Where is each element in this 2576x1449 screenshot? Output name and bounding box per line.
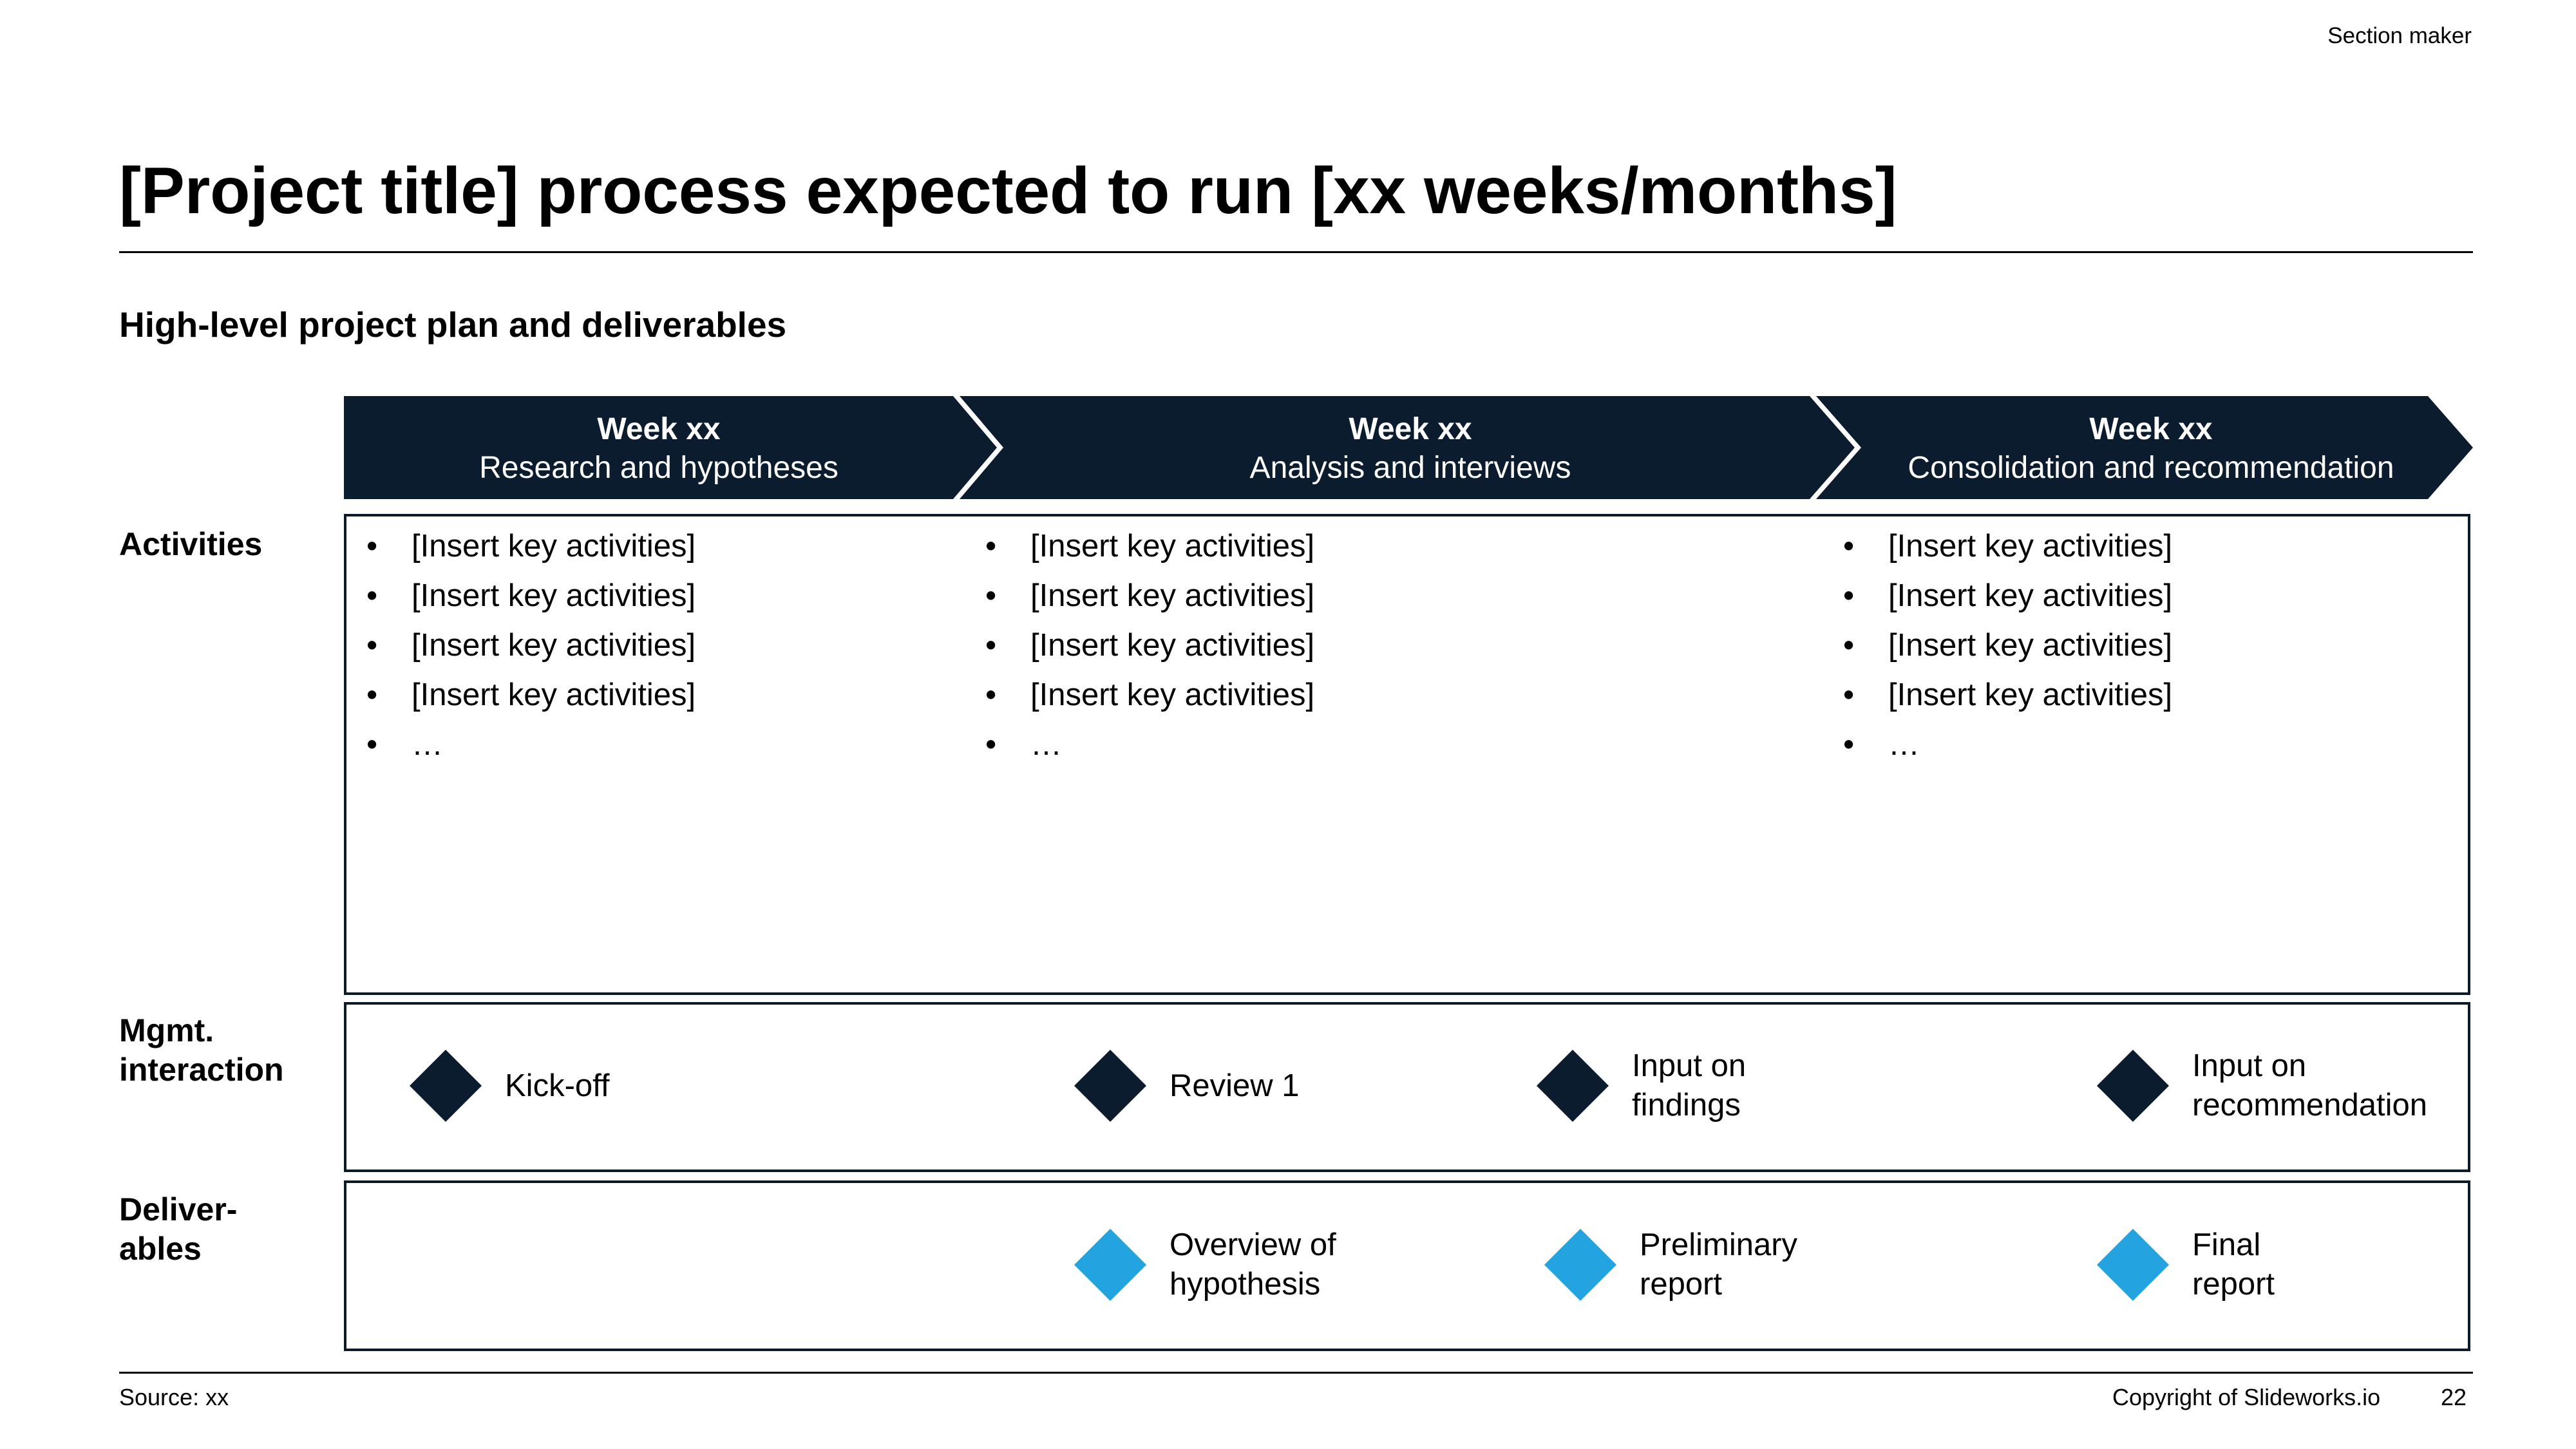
list-item: [Insert key activities] (351, 670, 696, 720)
list-item: [Insert key activities] (351, 621, 696, 670)
page-subtitle: High-level project plan and deliverables (119, 305, 787, 345)
list-item: … (351, 720, 696, 770)
phase-3-week: Week xx (2089, 412, 2213, 446)
phase-chevrons (344, 396, 2473, 499)
list-item: … (970, 720, 1314, 770)
navy-diamond-icon (1074, 1050, 1146, 1122)
phase-2-week: Week xx (1349, 412, 1472, 446)
phase-1-label: Week xx Research and hypotheses (344, 410, 974, 488)
blue-diamond-icon (1544, 1229, 1616, 1301)
copyright-note: Copyright of Slideworks.io (2112, 1384, 2381, 1410)
section-label: Section maker (2327, 23, 2472, 48)
list-item: [Insert key activities] (970, 670, 1314, 720)
phase-1-week: Week xx (597, 412, 721, 446)
list-item: [Insert key activities] (1828, 621, 2172, 670)
deliverables-box (344, 1180, 2470, 1351)
blue-diamond-icon (2097, 1229, 2169, 1301)
mgmt-input-recommendation-label: Input on recommendation (2192, 1048, 2427, 1122)
deliverable-overview-label: Overview of hypothesis (1170, 1227, 1336, 1302)
list-item: [Insert key activities] (970, 621, 1314, 670)
row-label-activities: Activities (119, 526, 263, 562)
row-label-mgmt-interaction: Mgmt. interaction (119, 1012, 284, 1088)
deliverable-final-label: Final report (2192, 1227, 2275, 1302)
navy-diamond-icon (410, 1050, 482, 1122)
phase-3-name: Consolidation and recommendation (1908, 451, 2394, 485)
list-item: [Insert key activities] (351, 522, 696, 571)
mgmt-interaction-box (344, 1002, 2470, 1172)
list-item: … (1828, 720, 2172, 770)
row-label-deliverables: Deliver- ables (119, 1191, 238, 1267)
activities-list-phase-1: [Insert key activities] [Insert key acti… (351, 522, 696, 770)
phase-2-name: Analysis and interviews (1249, 451, 1571, 485)
activities-list-phase-3: [Insert key activities] [Insert key acti… (1828, 522, 2172, 770)
title-divider (119, 251, 2473, 253)
navy-diamond-icon (1537, 1050, 1609, 1122)
phase-1-name: Research and hypotheses (479, 451, 838, 485)
list-item: [Insert key activities] (1828, 522, 2172, 571)
phase-chevron-3 (1816, 396, 2473, 499)
activities-box (344, 514, 2470, 995)
list-item: [Insert key activities] (1828, 571, 2172, 621)
source-note: Source: xx (119, 1384, 229, 1410)
activities-list-phase-2: [Insert key activities] [Insert key acti… (970, 522, 1314, 770)
navy-diamond-icon (2097, 1050, 2169, 1122)
footer-divider (119, 1372, 2473, 1374)
list-item: [Insert key activities] (970, 571, 1314, 621)
page-title: [Project title] process expected to run … (119, 154, 1897, 227)
phase-chevron-2 (960, 396, 1855, 499)
list-item: [Insert key activities] (970, 522, 1314, 571)
list-item: [Insert key activities] (351, 571, 696, 621)
phase-chevron-1 (344, 396, 997, 499)
mgmt-review-1-label: Review 1 (1170, 1068, 1300, 1103)
phase-3-label: Week xx Consolidation and recommendation (1842, 410, 2460, 488)
deliverable-preliminary-label: Preliminary report (1640, 1227, 1798, 1302)
mgmt-kick-off-label: Kick-off (505, 1068, 610, 1103)
blue-diamond-icon (1074, 1229, 1146, 1301)
mgmt-input-findings-label: Input on findings (1632, 1048, 1747, 1122)
list-item: [Insert key activities] (1828, 670, 2172, 720)
page-number: 22 (2441, 1384, 2467, 1410)
phase-2-label: Week xx Analysis and interviews (992, 410, 1829, 488)
